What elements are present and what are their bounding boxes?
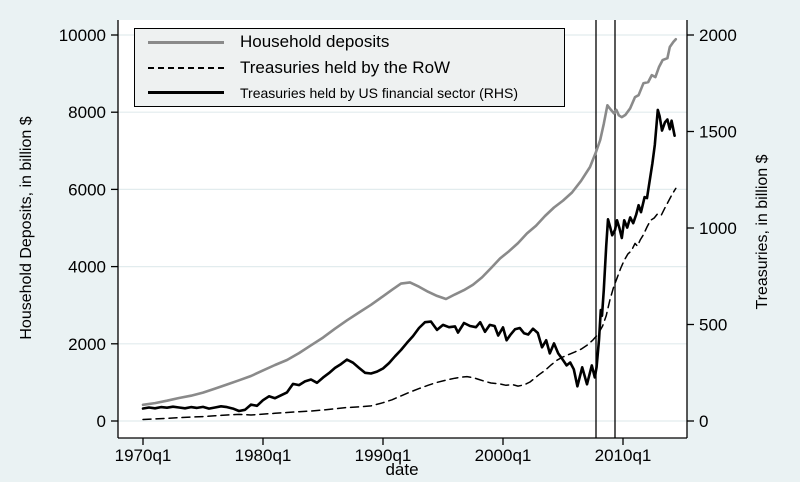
x-axis-title: date (385, 460, 419, 479)
tick-label: 10000 (59, 26, 106, 45)
tick-label: 1980q1 (235, 446, 292, 465)
tick-label: 0 (699, 412, 708, 431)
legend-box: Household deposits Treasuries held by th… (134, 28, 565, 107)
tick-label: 2000 (699, 26, 737, 45)
tick-label: 4000 (68, 258, 106, 277)
series-line-1 (142, 187, 677, 421)
tick-label: 500 (699, 316, 727, 335)
tick-label: 0 (97, 412, 106, 431)
series-line-2 (141, 108, 676, 413)
axis-ticks-and-labels: 0 2000 4000 6000 8000 10000 0 500 1000 1500 2000 19… (59, 26, 737, 465)
legend-row-treasuries-us-financial: Treasuries held by US financial sector (… (135, 81, 564, 105)
tick-label: 2000 (68, 335, 106, 354)
tick-label: 8000 (68, 103, 106, 122)
tick-label: 1990q1 (355, 446, 412, 465)
tick-label: 1000 (699, 219, 737, 238)
data-series (141, 37, 678, 421)
black-solid-line-sample (148, 91, 224, 95)
left-axis-title: Household Deposits, in billion $ (18, 116, 35, 340)
black-dashed-line-sample (148, 66, 224, 69)
legend-label-treasuries-us-financial: Treasuries held by US financial sector (… (240, 84, 519, 101)
series-line-0 (141, 37, 678, 407)
legend-label-treasuries-row: Treasuries held by the RoW (240, 57, 451, 77)
legend-row-treasuries-row: Treasuries held by the RoW (135, 56, 564, 80)
tick-label: 2010q1 (595, 446, 652, 465)
legend-row-household-deposits: Household deposits (135, 30, 564, 54)
tick-label: 1500 (699, 123, 737, 142)
tick-label: 2000q1 (475, 446, 532, 465)
tick-label: 6000 (68, 180, 106, 199)
legend-label-household-deposits: Household deposits (240, 32, 390, 52)
tick-label: 1970q1 (115, 446, 172, 465)
right-axis-title: Treasuries, in billion $ (754, 154, 771, 310)
gray-solid-line-sample (148, 40, 224, 44)
